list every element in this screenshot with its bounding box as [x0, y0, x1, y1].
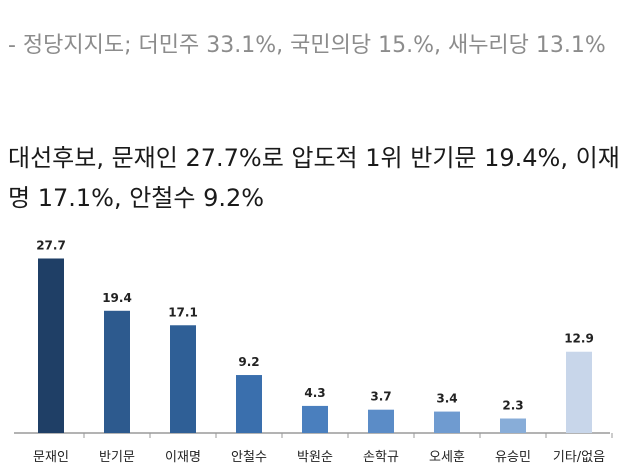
data-label-3: 9.2: [238, 355, 259, 369]
bar-3: [236, 375, 262, 433]
bar-0: [38, 258, 64, 433]
party-support-text: - 정당지지도; 더민주 33.1%, 국민의당 15.%, 새누리당 13.1…: [8, 33, 606, 58]
bar-5: [368, 409, 394, 433]
data-label-0: 27.7: [36, 238, 66, 252]
data-label-1: 19.4: [102, 291, 132, 305]
category-label-3: 안철수: [231, 450, 267, 465]
category-label-1: 반기문: [99, 450, 135, 465]
bar-2: [170, 325, 196, 433]
headline-text: 대선후보, 문재인 27.7%로 압도적 1위 반기문 19.4%, 이재명 1…: [8, 144, 620, 212]
bar-8: [566, 351, 592, 433]
category-label-6: 오세훈: [429, 450, 465, 465]
category-label-2: 이재명: [165, 450, 201, 465]
data-label-5: 3.7: [370, 390, 391, 404]
data-label-4: 4.3: [304, 386, 325, 400]
category-label-7: 유승민: [495, 450, 531, 465]
bar-7: [500, 418, 526, 433]
data-label-8: 12.9: [564, 332, 594, 346]
data-label-2: 17.1: [168, 305, 198, 319]
category-label-4: 박원순: [297, 450, 333, 465]
bar-6: [434, 411, 460, 433]
bar-4: [302, 405, 328, 433]
category-label-0: 문재인: [33, 450, 69, 465]
bar-1: [104, 310, 130, 433]
data-label-6: 3.4: [436, 392, 457, 406]
data-label-7: 2.3: [502, 399, 523, 413]
category-label-5: 손학규: [363, 450, 399, 465]
category-label-8: 기타/없음: [553, 450, 605, 465]
candidate-bar-chart: 27.7 문재인 19.4 반기문 17.1 이재명 9.2 안철수 4.3 박원순 3.7 손학규 3…: [14, 238, 613, 465]
